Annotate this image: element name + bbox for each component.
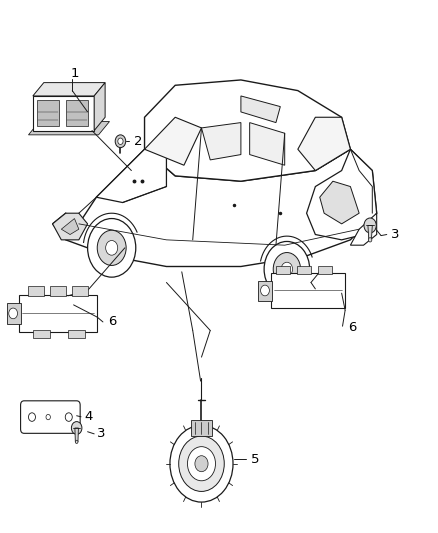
- Circle shape: [28, 413, 35, 421]
- FancyBboxPatch shape: [50, 286, 66, 296]
- Text: 4: 4: [85, 410, 93, 423]
- Circle shape: [118, 138, 123, 144]
- FancyBboxPatch shape: [297, 266, 311, 274]
- Text: 3: 3: [97, 427, 106, 440]
- FancyBboxPatch shape: [33, 330, 50, 338]
- Polygon shape: [201, 123, 241, 160]
- Text: 2: 2: [134, 135, 142, 148]
- Text: 5: 5: [251, 453, 259, 466]
- FancyBboxPatch shape: [28, 286, 44, 296]
- FancyBboxPatch shape: [66, 100, 88, 126]
- Polygon shape: [145, 117, 201, 165]
- Circle shape: [264, 241, 310, 297]
- FancyBboxPatch shape: [318, 266, 332, 274]
- Circle shape: [9, 308, 18, 319]
- FancyBboxPatch shape: [276, 266, 290, 274]
- Polygon shape: [350, 213, 377, 245]
- Polygon shape: [53, 149, 377, 266]
- Polygon shape: [145, 80, 350, 181]
- Circle shape: [187, 447, 215, 481]
- Polygon shape: [250, 123, 285, 165]
- Circle shape: [281, 262, 293, 276]
- Circle shape: [364, 218, 376, 233]
- Polygon shape: [61, 219, 79, 235]
- Circle shape: [368, 238, 372, 242]
- FancyBboxPatch shape: [271, 273, 345, 308]
- Circle shape: [71, 422, 82, 434]
- Circle shape: [179, 436, 224, 491]
- Circle shape: [195, 456, 208, 472]
- Polygon shape: [320, 181, 359, 224]
- Polygon shape: [53, 213, 88, 240]
- Circle shape: [170, 425, 233, 502]
- FancyBboxPatch shape: [21, 401, 80, 433]
- Text: 3: 3: [391, 228, 399, 241]
- Circle shape: [273, 253, 300, 286]
- Text: 1: 1: [70, 67, 78, 80]
- Circle shape: [46, 415, 50, 420]
- FancyBboxPatch shape: [72, 286, 88, 296]
- FancyBboxPatch shape: [19, 295, 97, 332]
- FancyBboxPatch shape: [68, 330, 85, 338]
- Circle shape: [106, 240, 118, 255]
- Polygon shape: [75, 428, 78, 442]
- Polygon shape: [241, 96, 280, 123]
- FancyBboxPatch shape: [191, 420, 212, 436]
- FancyBboxPatch shape: [7, 303, 21, 324]
- Polygon shape: [368, 225, 372, 240]
- Polygon shape: [96, 149, 166, 203]
- Polygon shape: [94, 83, 105, 131]
- FancyBboxPatch shape: [37, 100, 59, 126]
- FancyBboxPatch shape: [33, 96, 94, 131]
- Text: 6: 6: [348, 321, 357, 334]
- Polygon shape: [33, 83, 105, 96]
- Polygon shape: [28, 122, 110, 135]
- Polygon shape: [298, 117, 350, 171]
- FancyBboxPatch shape: [258, 281, 272, 301]
- Circle shape: [115, 135, 126, 148]
- Circle shape: [65, 413, 72, 421]
- Text: 6: 6: [109, 316, 117, 328]
- Circle shape: [261, 285, 269, 296]
- Polygon shape: [307, 149, 377, 240]
- Circle shape: [75, 440, 78, 443]
- Circle shape: [88, 219, 136, 277]
- Circle shape: [97, 230, 126, 265]
